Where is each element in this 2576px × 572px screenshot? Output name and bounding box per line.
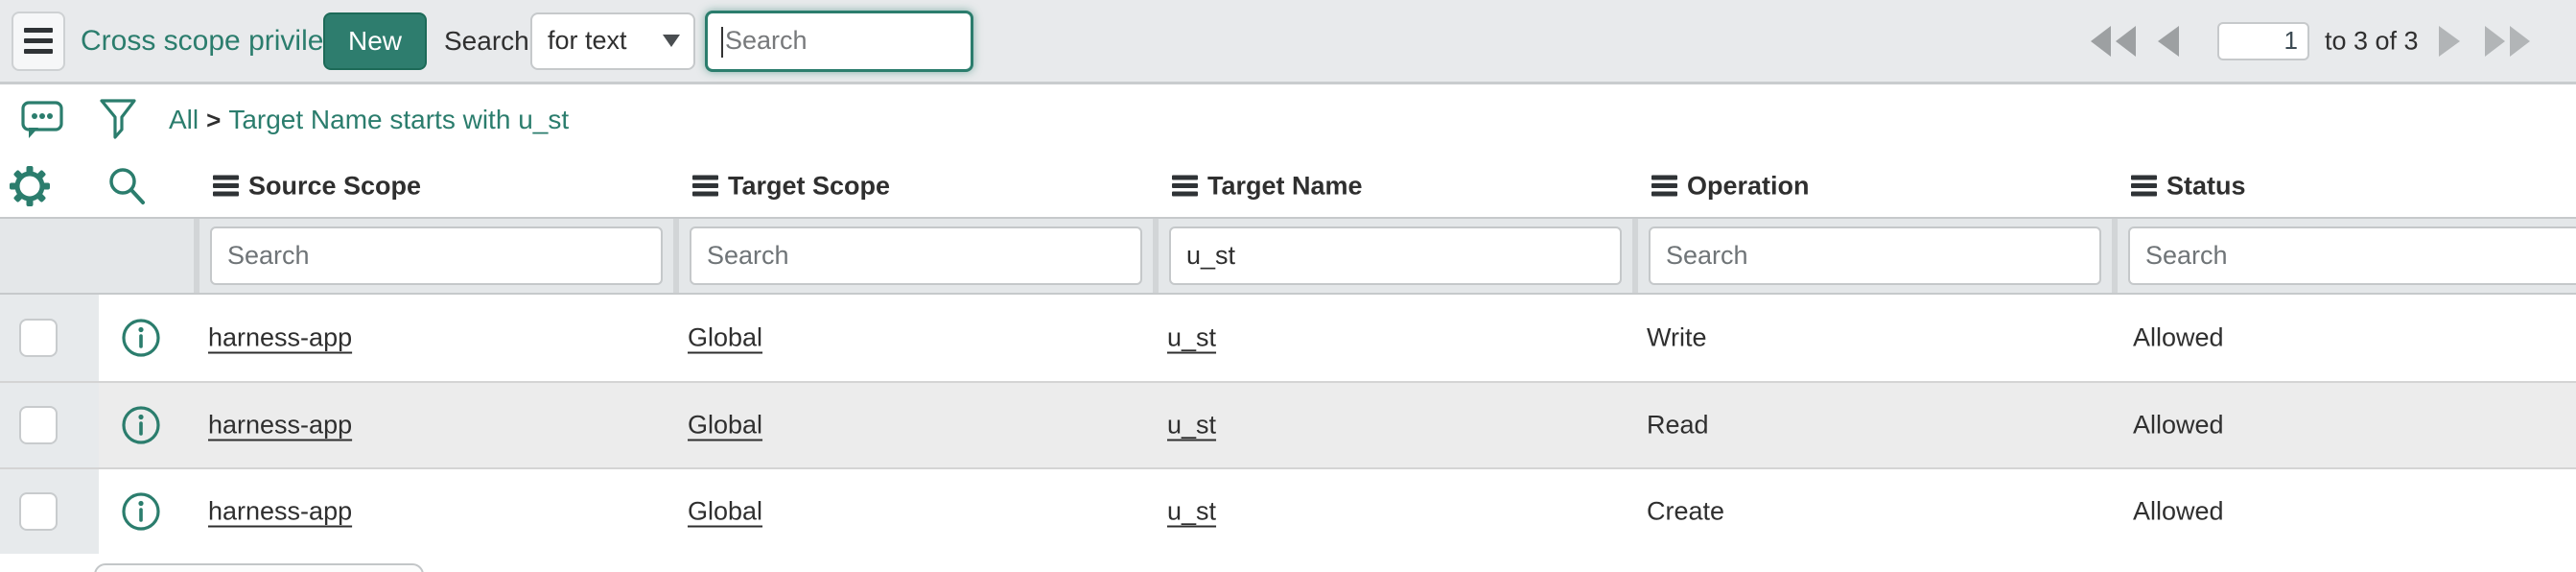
column-header-label: Operation xyxy=(1687,171,1810,200)
cell-target-scope-link[interactable]: Global xyxy=(688,322,763,352)
cell-operation: Read xyxy=(1647,410,1709,440)
last-page-button[interactable] xyxy=(2484,25,2530,57)
checkbox-cell xyxy=(0,295,99,381)
search-type-select[interactable]: for text xyxy=(530,12,695,70)
cell-target-scope-link[interactable]: Global xyxy=(688,496,763,526)
search-label: Search xyxy=(444,25,529,56)
column-header-label: Status xyxy=(2166,171,2246,200)
list-header-bar: Cross scope privileges New Search for te… xyxy=(0,0,2576,84)
cell-source-scope-link[interactable]: harness-app xyxy=(208,410,353,440)
new-record-button[interactable]: New xyxy=(323,12,428,70)
filter-input-target-scope[interactable] xyxy=(690,226,1142,285)
checkbox-cell xyxy=(0,383,99,467)
filter-input-status[interactable] xyxy=(2128,226,2576,285)
cell-source-scope-link[interactable]: harness-app xyxy=(208,322,353,352)
filter-input-target-name[interactable] xyxy=(1169,226,1622,285)
row-checkbox[interactable] xyxy=(19,492,58,531)
list-search-toggle-button[interactable] xyxy=(106,166,147,206)
cell-status: Allowed xyxy=(2133,496,2224,526)
column-context-menu-icon xyxy=(213,175,239,197)
next-page-button[interactable] xyxy=(2439,25,2460,57)
column-separator xyxy=(1153,219,1159,293)
list-context-menu-button[interactable] xyxy=(12,11,65,71)
breadcrumb-row: All > Target Name starts with u_st xyxy=(0,84,2576,155)
first-page-icon xyxy=(2091,25,2137,57)
record-preview-button[interactable] xyxy=(121,405,161,445)
column-separator xyxy=(1632,219,1638,293)
table-row: harness-app Global u_st Write Allowed xyxy=(0,295,2576,381)
column-header-status[interactable]: Status xyxy=(2131,171,2246,201)
global-search-field xyxy=(705,10,973,72)
table-row: harness-app Global u_st Read Allowed xyxy=(0,381,2576,467)
last-page-icon xyxy=(2484,25,2530,57)
column-context-menu-icon xyxy=(692,175,718,197)
search-icon xyxy=(106,166,147,206)
next-page-icon xyxy=(2439,25,2460,57)
gear-icon xyxy=(10,165,50,206)
row-checkbox[interactable] xyxy=(19,406,58,444)
cell-source-scope-link[interactable]: harness-app xyxy=(208,496,353,526)
record-preview-button[interactable] xyxy=(121,318,161,358)
info-icon xyxy=(121,318,161,358)
row-checkbox[interactable] xyxy=(19,319,58,357)
first-page-button[interactable] xyxy=(2091,25,2137,57)
text-caret xyxy=(721,26,723,58)
personalize-list-button[interactable] xyxy=(10,165,50,206)
filter-input-source-scope[interactable] xyxy=(210,226,663,285)
column-separator xyxy=(2112,219,2118,293)
column-header-label: Source Scope xyxy=(248,171,422,200)
previous-page-icon xyxy=(2158,25,2179,57)
global-search-input[interactable] xyxy=(708,12,971,69)
cell-target-name-link[interactable]: u_st xyxy=(1167,322,1217,352)
breadcrumb: All > Target Name starts with u_st xyxy=(169,105,569,135)
info-icon xyxy=(121,405,161,445)
show-filter-button[interactable] xyxy=(99,98,137,142)
list-title-link[interactable]: Cross scope privileges xyxy=(81,24,370,57)
column-header-source-scope[interactable]: Source Scope xyxy=(213,171,421,201)
breadcrumb-filter-link[interactable]: Target Name starts with u_st xyxy=(228,104,570,134)
breadcrumb-separator: > xyxy=(206,105,222,134)
column-header-row: Source Scope Target Scope Target Name Op… xyxy=(0,155,2576,217)
column-header-target-name[interactable]: Target Name xyxy=(1172,171,1363,201)
cell-operation: Write xyxy=(1647,322,1707,352)
chat-icon xyxy=(21,100,63,140)
column-header-label: Target Name xyxy=(1207,171,1363,200)
column-search-row xyxy=(0,217,2576,295)
column-header-operation[interactable]: Operation xyxy=(1651,171,1810,201)
cell-operation: Create xyxy=(1647,496,1725,526)
breadcrumb-all-link[interactable]: All xyxy=(169,104,199,134)
info-icon xyxy=(121,491,161,532)
menu-icon xyxy=(24,28,53,54)
column-context-menu-icon xyxy=(1172,175,1198,197)
previous-page-button[interactable] xyxy=(2158,25,2179,57)
cell-target-name-link[interactable]: u_st xyxy=(1167,496,1217,526)
cell-status: Allowed xyxy=(2133,410,2224,440)
record-preview-button[interactable] xyxy=(121,491,161,532)
search-type-value: for text xyxy=(548,26,627,55)
checkbox-cell xyxy=(0,469,99,554)
cell-target-scope-link[interactable]: Global xyxy=(688,410,763,440)
column-header-label: Target Scope xyxy=(728,171,891,200)
column-separator xyxy=(194,219,199,293)
dropdown-arrow-icon xyxy=(663,35,680,47)
column-separator xyxy=(673,219,679,293)
cell-target-name-link[interactable]: u_st xyxy=(1167,410,1217,440)
personalize-list-comments-button[interactable] xyxy=(21,100,63,140)
table-row: harness-app Global u_st Create Allowed xyxy=(0,467,2576,554)
cell-status: Allowed xyxy=(2133,322,2224,352)
pagination-range-text: to 3 of 3 xyxy=(2325,26,2419,55)
actions-on-selected-rows-select[interactable] xyxy=(94,563,424,572)
column-context-menu-icon xyxy=(2131,175,2157,197)
column-context-menu-icon xyxy=(1651,175,1677,197)
column-header-target-scope[interactable]: Target Scope xyxy=(692,171,890,201)
filter-funnel-icon xyxy=(99,98,137,142)
filter-input-operation[interactable] xyxy=(1649,226,2101,285)
page-number-input[interactable] xyxy=(2217,21,2309,60)
